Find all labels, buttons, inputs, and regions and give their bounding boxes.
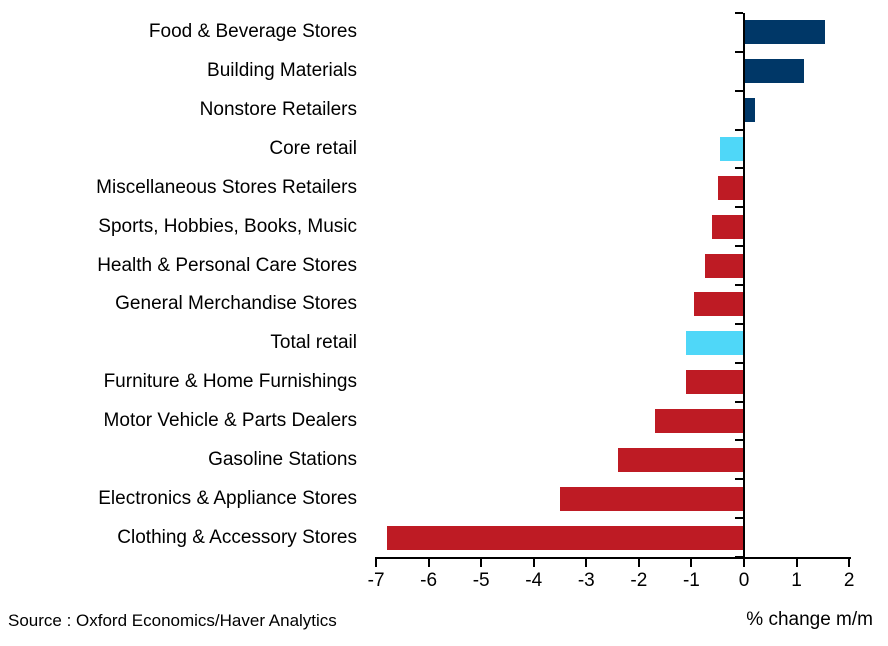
bar xyxy=(744,20,826,45)
x-tick-label: 0 xyxy=(738,570,750,591)
x-axis-tick xyxy=(532,557,535,567)
bar xyxy=(712,214,744,239)
y-axis-tick xyxy=(735,12,743,14)
category-label: Nonstore Retailers xyxy=(199,99,357,121)
category-label: Miscellaneous Stores Retailers xyxy=(96,176,357,198)
bar xyxy=(704,253,744,278)
x-tick-label: -6 xyxy=(420,570,438,591)
y-axis-tick xyxy=(735,517,743,520)
category-label: Food & Beverage Stores xyxy=(148,21,357,43)
x-axis-tick xyxy=(585,557,588,567)
x-axis-tick xyxy=(848,557,851,567)
category-label: General Merchandise Stores xyxy=(115,293,357,315)
y-axis-tick xyxy=(735,322,743,325)
x-tick-label: 1 xyxy=(791,570,802,591)
x-tick-label: -7 xyxy=(367,570,385,591)
x-axis-line xyxy=(376,557,852,559)
bar xyxy=(744,98,755,123)
x-axis-title: % change m/m xyxy=(746,609,873,630)
y-axis-tick xyxy=(735,50,743,53)
category-label: Gasoline Stations xyxy=(208,448,357,470)
x-axis-tick xyxy=(427,557,430,567)
bar xyxy=(686,370,744,395)
bar xyxy=(717,175,744,200)
x-tick-label: 2 xyxy=(843,570,855,591)
category-label: Furniture & Home Furnishings xyxy=(103,371,357,393)
bar xyxy=(694,292,744,317)
bar xyxy=(386,525,744,550)
x-tick-label: -3 xyxy=(577,570,595,591)
bar xyxy=(744,59,805,84)
bar xyxy=(560,486,744,511)
category-label: Building Materials xyxy=(207,60,357,82)
bar xyxy=(654,409,744,433)
bar xyxy=(686,331,744,356)
y-axis-tick xyxy=(735,206,743,209)
category-label: Motor Vehicle & Parts Dealers xyxy=(103,409,357,431)
category-label: Core retail xyxy=(269,137,357,159)
x-tick-label: -4 xyxy=(525,570,543,591)
y-axis-tick xyxy=(735,284,743,286)
category-label: Clothing & Accessory Stores xyxy=(117,526,357,548)
x-axis-tick xyxy=(743,557,745,567)
x-axis-tick xyxy=(795,557,798,567)
x-tick-label: -5 xyxy=(472,570,490,591)
x-axis-tick xyxy=(637,557,640,567)
y-axis-tick xyxy=(735,361,743,364)
y-axis-tick xyxy=(735,439,743,442)
category-label: Electronics & Appliance Stores xyxy=(98,487,357,509)
bar xyxy=(720,137,744,161)
y-axis-tick xyxy=(735,89,743,92)
category-label: Total retail xyxy=(270,332,357,354)
x-axis-tick xyxy=(375,557,378,567)
source-note: Source : Oxford Economics/Haver Analytic… xyxy=(8,611,337,630)
x-tick-label: -2 xyxy=(630,570,648,591)
category-label: Sports, Hobbies, Books, Music xyxy=(98,215,357,237)
x-axis-tick xyxy=(690,557,693,567)
x-tick-label: -1 xyxy=(682,570,700,591)
x-axis-tick xyxy=(480,557,483,567)
y-axis-tick xyxy=(735,245,743,248)
y-axis-tick xyxy=(735,478,743,481)
y-axis-tick xyxy=(735,128,743,131)
bar xyxy=(617,447,744,472)
category-label: Health & Personal Care Stores xyxy=(97,254,357,276)
zero-axis-line xyxy=(743,13,745,557)
y-axis-tick xyxy=(735,167,743,170)
y-axis-tick xyxy=(735,400,743,403)
